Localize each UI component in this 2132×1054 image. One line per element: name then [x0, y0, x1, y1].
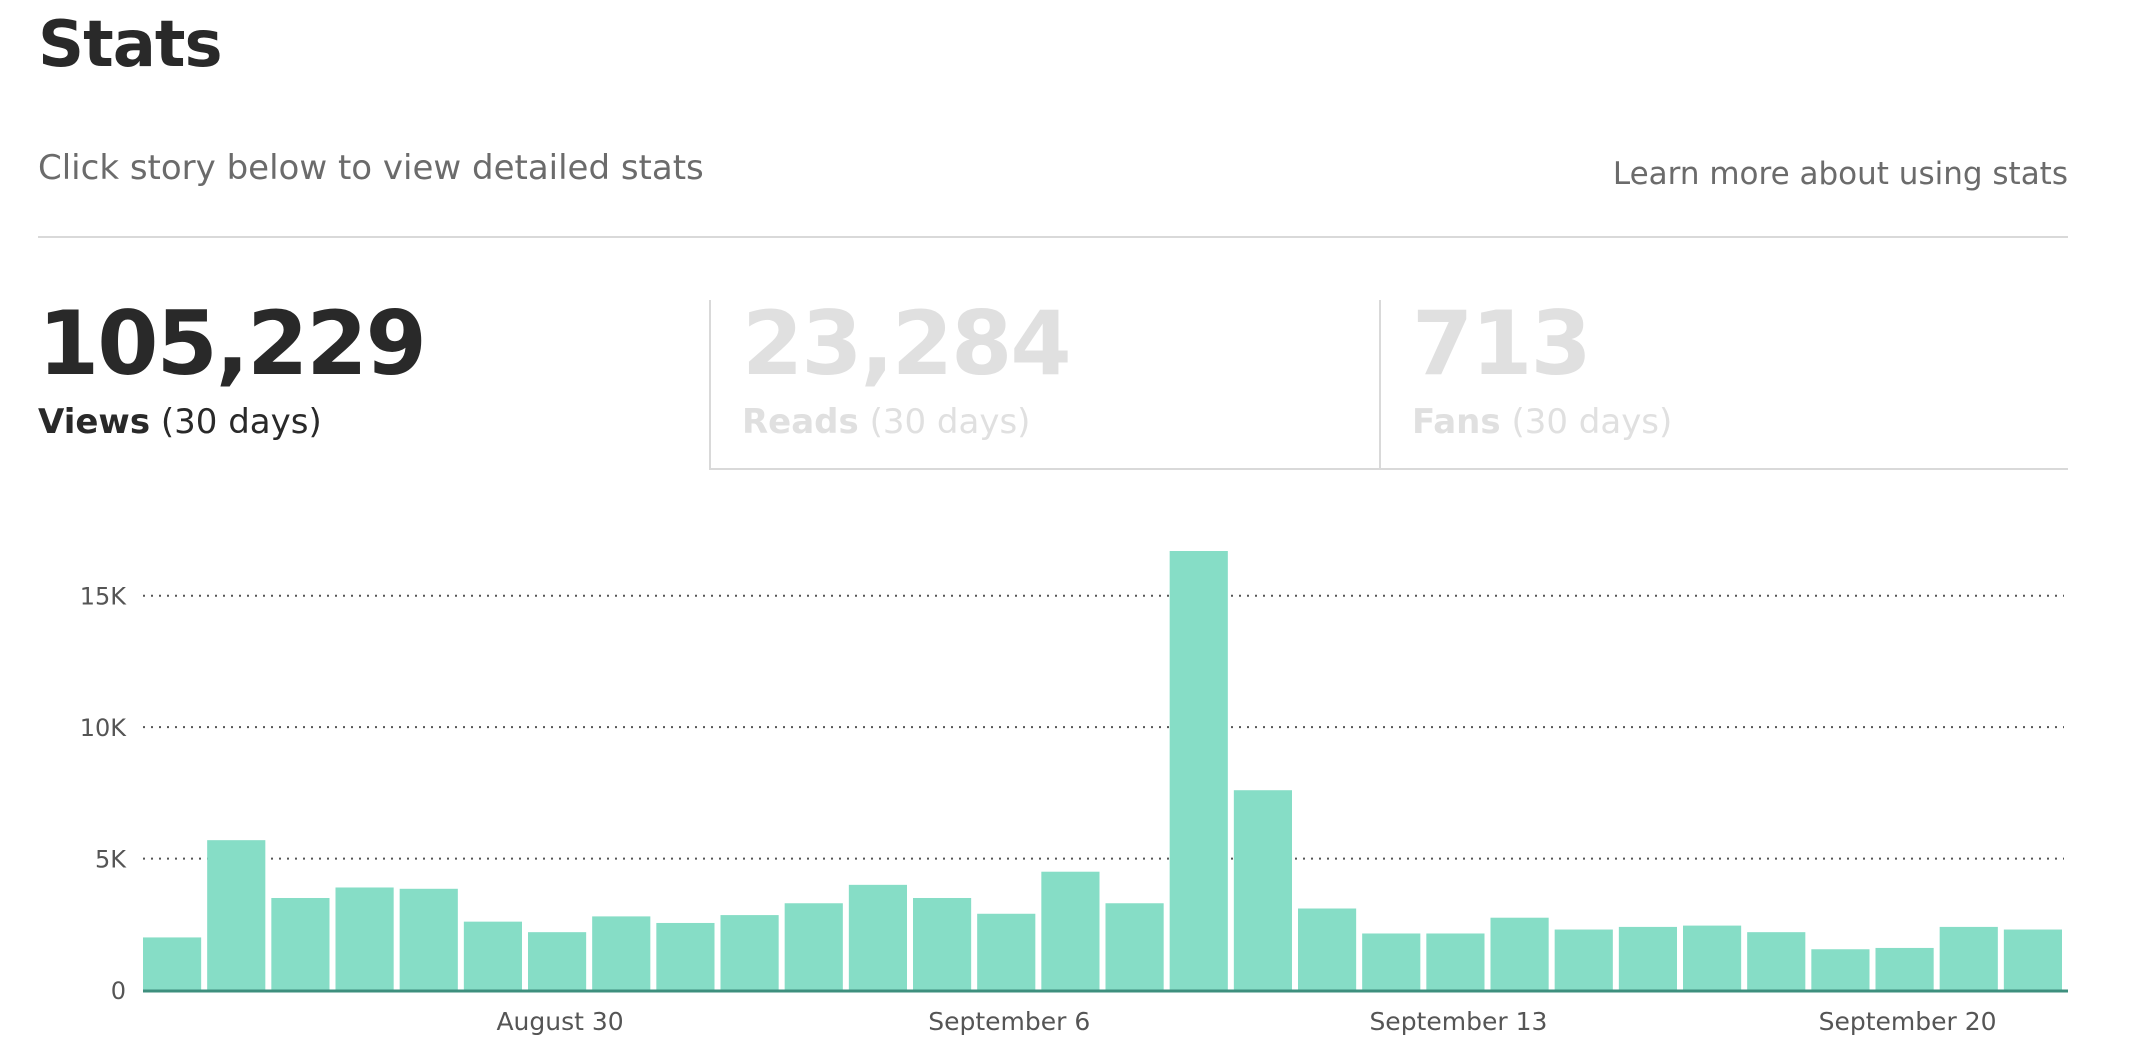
bar — [1554, 929, 1613, 990]
header-divider — [38, 236, 2068, 238]
reads-label: Reads (30 days) — [742, 402, 1380, 442]
bar — [848, 884, 907, 990]
bar — [1811, 949, 1870, 990]
page-subtitle: Click story below to view detailed stats — [38, 148, 704, 188]
views-bar-chart: 0 5K 10K 15K August 30 September 6 September 1… — [80, 551, 2068, 1036]
bar — [592, 916, 651, 990]
tab-views[interactable]: 105,229 Views (30 days) — [38, 300, 710, 470]
bar — [143, 937, 202, 990]
tab-reads[interactable]: 23,284 Reads (30 days) — [709, 300, 1380, 470]
bar — [399, 888, 458, 990]
axes: 0 5K 10K 15K August 30 September 6 September 1… — [80, 583, 2068, 1036]
tab-fans[interactable]: 713 Fans (30 days) — [1379, 300, 2068, 470]
gridlines — [143, 594, 2064, 860]
bar — [463, 921, 522, 990]
bar — [1426, 933, 1485, 990]
page-title: Stats — [38, 8, 223, 82]
x-tick-label: September 13 — [1369, 1007, 1547, 1036]
bar — [977, 913, 1036, 990]
views-count: 105,229 — [38, 292, 427, 395]
bar — [1683, 925, 1742, 990]
fans-label: Fans (30 days) — [1412, 402, 2068, 442]
fans-count: 713 — [1412, 292, 1592, 395]
bar — [528, 932, 587, 990]
bar — [656, 922, 715, 990]
y-tick-label: 15K — [80, 583, 128, 611]
x-tick-label: August 30 — [496, 1007, 623, 1036]
fans-name: Fans — [1412, 402, 1501, 442]
fans-period: (30 days) — [1511, 402, 1673, 442]
reads-period: (30 days) — [869, 402, 1031, 442]
y-tick-label: 10K — [80, 714, 128, 742]
bar — [1298, 908, 1357, 990]
bar — [2003, 929, 2062, 990]
bar — [1939, 926, 1998, 990]
x-tick-label: September 6 — [928, 1007, 1090, 1036]
bar — [207, 840, 266, 990]
bar — [271, 897, 330, 990]
reads-count: 23,284 — [742, 292, 1072, 395]
bar — [784, 903, 843, 990]
bar — [1041, 871, 1100, 990]
bar — [1747, 932, 1806, 990]
y-tick-label: 0 — [111, 977, 126, 1005]
bars — [143, 551, 2062, 990]
bar — [1105, 903, 1164, 990]
bar — [1362, 933, 1421, 990]
reads-name: Reads — [742, 402, 859, 442]
bar — [720, 915, 779, 990]
bar — [913, 897, 972, 990]
x-tick-label: September 20 — [1819, 1007, 1997, 1036]
bar — [1875, 947, 1934, 990]
views-period: (30 days) — [160, 402, 322, 442]
bar — [1233, 790, 1292, 990]
views-label: Views (30 days) — [38, 402, 710, 442]
bar — [1490, 917, 1549, 990]
bar — [1169, 551, 1228, 990]
learn-more-link[interactable]: Learn more about using stats — [1612, 156, 2068, 192]
y-tick-label: 5K — [95, 846, 127, 874]
bar — [335, 887, 394, 990]
views-name: Views — [38, 402, 151, 442]
bar — [1618, 926, 1677, 990]
